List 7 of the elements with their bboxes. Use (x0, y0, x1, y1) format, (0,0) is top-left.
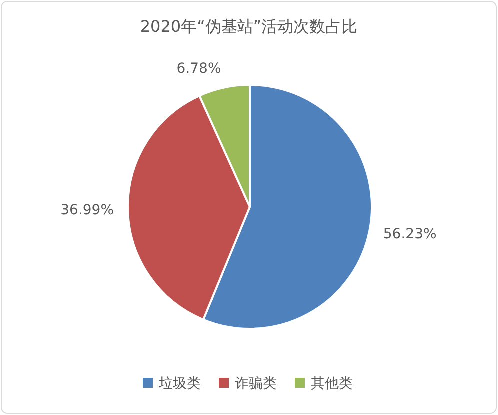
data-label: 36.99% (60, 202, 114, 218)
data-label: 6.78% (176, 61, 222, 78)
data-label: 56.23% (383, 226, 437, 242)
legend-label: 垃圾类 (158, 376, 201, 392)
legend-label: 诈骗类 (235, 376, 277, 392)
legend-label: 其他类 (311, 376, 353, 392)
chart-title: 2020年“伪基站”活动次数占比 (140, 17, 358, 36)
